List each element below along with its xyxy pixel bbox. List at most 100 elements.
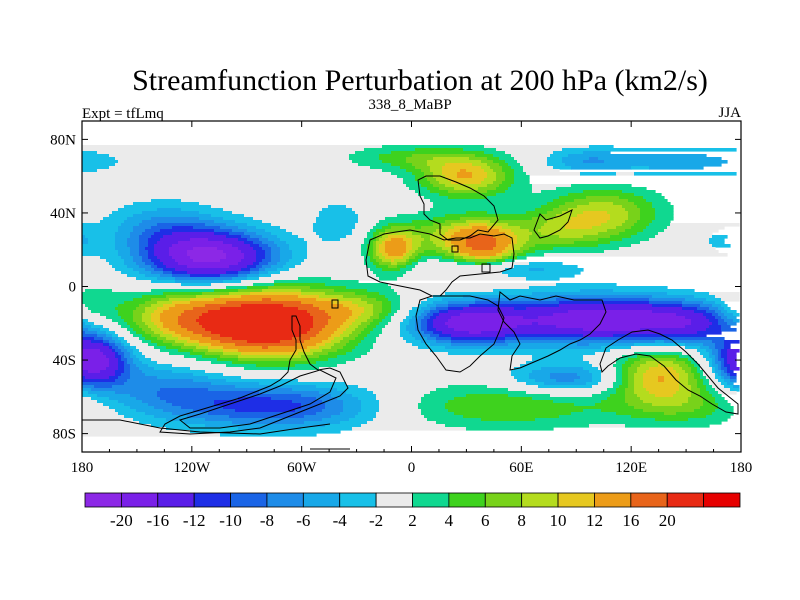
- field-cell: [430, 199, 554, 203]
- field-cell: [343, 403, 362, 407]
- field-cell: [382, 259, 392, 263]
- field-cell: [271, 256, 281, 260]
- field-cell: [715, 361, 722, 365]
- field-cell: [277, 268, 290, 272]
- field-cell: [616, 412, 665, 416]
- colorbar-label: -10: [219, 511, 242, 530]
- colorbar-swatch: [484, 492, 523, 508]
- field-cell: [652, 304, 683, 308]
- field-cell: [382, 307, 392, 311]
- field-cell: [493, 181, 503, 185]
- field-cell: [340, 325, 350, 329]
- field-cell: [148, 343, 158, 347]
- field-cell: [463, 256, 476, 260]
- field-cell: [385, 247, 407, 251]
- field-cell: [118, 400, 143, 404]
- field-cell: [616, 373, 623, 377]
- field-cell: [385, 241, 407, 245]
- field-cell: [412, 163, 428, 167]
- field-cell: [208, 388, 293, 392]
- field-cell: [445, 322, 533, 326]
- field-cell: [505, 268, 530, 272]
- field-cell: [406, 250, 410, 254]
- field-cell: [613, 202, 635, 206]
- field-cell: [82, 199, 152, 203]
- field-cell: [220, 259, 242, 263]
- field-cell: [313, 322, 329, 326]
- field-cell: [634, 373, 644, 377]
- field-cell: [355, 328, 365, 332]
- field-cell: [259, 274, 272, 278]
- field-cell: [367, 250, 374, 254]
- field-cell: [382, 310, 392, 314]
- field-cell: [172, 256, 191, 260]
- field-cell: [115, 235, 131, 239]
- field-cell: [316, 220, 359, 224]
- field-cell: [91, 397, 110, 401]
- field-cell: [169, 328, 188, 332]
- field-cell: [172, 226, 194, 230]
- field-cell: [358, 385, 449, 389]
- field-cell: [583, 190, 623, 194]
- field-cell: [433, 157, 470, 161]
- field-cell: [157, 361, 212, 365]
- field-cell: [643, 373, 680, 377]
- field-cell: [271, 247, 281, 251]
- field-cell: [82, 433, 221, 437]
- field-cell: [715, 388, 731, 392]
- field-cell: [112, 265, 128, 269]
- field-cell: [121, 325, 131, 329]
- field-cell: [607, 229, 626, 233]
- field-cell: [379, 157, 407, 161]
- field-cell: [118, 322, 128, 326]
- field-cell: [634, 172, 737, 176]
- field-cell: [151, 259, 161, 263]
- field-cell: [190, 298, 215, 302]
- field-cell: [709, 346, 716, 350]
- field-cell: [517, 238, 530, 242]
- field-cell: [82, 379, 116, 383]
- field-cell: [634, 388, 647, 392]
- field-cell: [139, 235, 152, 239]
- field-cell: [313, 319, 329, 323]
- field-cell: [514, 232, 533, 236]
- field-cell: [433, 172, 443, 176]
- field-cell: [439, 313, 461, 317]
- field-cell: [106, 334, 113, 338]
- field-cell: [364, 148, 416, 152]
- field-cell: [721, 325, 731, 329]
- field-cell: [727, 316, 737, 320]
- field-cell: [526, 361, 590, 365]
- field-cell: [304, 421, 341, 425]
- field-cell: [373, 310, 383, 314]
- field-cell: [415, 250, 425, 254]
- field-cell: [559, 205, 578, 209]
- field-cell: [130, 373, 146, 377]
- field-cell: [190, 274, 221, 278]
- field-cell: [109, 343, 116, 347]
- field-cell: [325, 310, 353, 314]
- field-cell: [193, 307, 221, 311]
- field-cell: [601, 400, 626, 404]
- field-cell: [589, 145, 614, 149]
- field-cell: [589, 370, 602, 374]
- field-cell: [583, 334, 614, 338]
- field-cell: [310, 328, 323, 332]
- field-cell: [373, 271, 407, 275]
- colorbar-label: -20: [110, 511, 133, 530]
- field-cell: [676, 412, 713, 416]
- field-cell: [154, 322, 164, 326]
- field-cell: [721, 316, 728, 320]
- field-cell: [358, 325, 368, 329]
- field-cell: [343, 406, 362, 410]
- field-cell: [439, 334, 452, 338]
- field-cell: [88, 370, 101, 374]
- field-cell: [418, 331, 425, 335]
- field-cell: [373, 304, 383, 308]
- field-cell: [592, 226, 617, 230]
- field-cell: [544, 382, 587, 386]
- field-cell: [238, 397, 272, 401]
- colorbar-label: -8: [260, 511, 274, 530]
- field-cell: [277, 262, 287, 266]
- field-cell: [715, 370, 722, 374]
